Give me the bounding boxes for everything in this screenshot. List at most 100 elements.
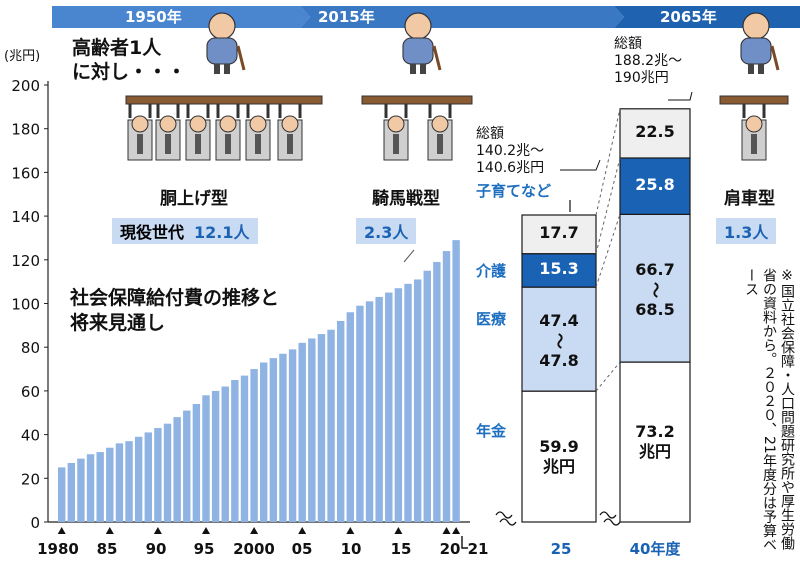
- history-bar: [231, 379, 239, 522]
- forecast-segment-label: 22.5: [635, 122, 675, 142]
- worker-figure-icon: [245, 104, 271, 161]
- worker-figure-icon: [155, 104, 181, 161]
- history-bar: [317, 334, 326, 522]
- total-25-line-2: 140.6兆円: [476, 160, 545, 176]
- history-bar: [394, 288, 403, 522]
- y-tick-label: 20: [21, 470, 40, 488]
- worker-head: [159, 115, 177, 133]
- lead-line-1: 高齢者1人: [72, 37, 162, 59]
- history-bar: [134, 436, 143, 522]
- forecast-segment: [619, 157, 691, 215]
- cane: [236, 45, 246, 71]
- x-tick-label: 10: [341, 540, 362, 558]
- ratio-2015-badge: 2.3人: [356, 218, 417, 244]
- history-bar: [202, 395, 210, 522]
- forecast-segment: [521, 214, 597, 255]
- x-tick-label: 85: [97, 540, 118, 558]
- x-tick-marker: [298, 527, 307, 534]
- x-tick-label: 20: [440, 540, 461, 558]
- worker-head: [745, 115, 763, 133]
- worker-head: [249, 115, 267, 133]
- worker-tie: [195, 134, 201, 154]
- connector-line: [595, 361, 621, 392]
- history-bar: [192, 404, 201, 522]
- total-40-line-2: 190兆円: [614, 70, 669, 86]
- worker-head: [189, 115, 207, 133]
- y-tick-label: 60: [21, 383, 40, 401]
- history-bar: [385, 292, 393, 522]
- total-25-line-1: 140.2兆～: [476, 143, 545, 159]
- pension-label: 年金: [476, 422, 507, 440]
- connector-line: [595, 157, 621, 254]
- medical-label: 医療: [476, 310, 507, 328]
- x-tick-label: 90: [146, 540, 167, 558]
- elderly-body: [402, 37, 434, 65]
- y-tick-label: 120: [11, 252, 40, 270]
- forecast-segment-label: 15.3: [539, 259, 579, 279]
- history-bar: [269, 358, 278, 522]
- history-bar: [346, 312, 354, 522]
- connector-line: [595, 108, 621, 216]
- forecast-segment-label: 59.9 兆円: [539, 436, 579, 476]
- worker-head: [387, 115, 405, 133]
- y-tick-label: 200: [11, 77, 40, 95]
- connector-line: [595, 214, 621, 288]
- forecast-segment: [619, 213, 691, 363]
- history-bar: [365, 301, 374, 522]
- history-bar: [86, 454, 95, 522]
- axis-break: [599, 511, 621, 526]
- type-2015: 騎馬戦型: [372, 189, 440, 209]
- x-tick-label: 2000: [233, 540, 275, 558]
- elderly-leg: [410, 64, 416, 74]
- worker-figure-icon: [741, 104, 767, 161]
- elderly-person-icon: [402, 12, 442, 74]
- elderly-head: [208, 12, 236, 40]
- worker-head: [131, 115, 149, 133]
- x-tick-connector: [461, 536, 468, 549]
- chart-title-line-2: 将来見通し: [70, 312, 166, 334]
- history-bar: [144, 432, 152, 522]
- era-timeline: [52, 6, 800, 28]
- elderly-leg: [224, 64, 230, 74]
- history-bar: [260, 362, 268, 522]
- y-tick-label: 160: [11, 164, 40, 182]
- history-bar: [173, 417, 181, 522]
- worker-head: [281, 115, 299, 133]
- history-bar: [240, 375, 249, 522]
- worker-tie: [287, 134, 293, 154]
- x-tick-label: 40年度: [630, 540, 682, 558]
- x-tick-label: 95: [194, 540, 215, 558]
- history-bar: [250, 369, 258, 522]
- x-tick-marker: [105, 527, 114, 534]
- history-bar: [404, 283, 412, 522]
- child-label: 子育てなど: [476, 182, 552, 200]
- platform-plank: [361, 95, 473, 105]
- history-bar: [423, 270, 431, 522]
- history-bar: [308, 338, 316, 522]
- history-bar: [183, 410, 191, 522]
- forecast-segment-label: 73.2 兆円: [635, 422, 675, 462]
- forecast-segment-label: 25.8: [635, 175, 675, 195]
- worker-head: [431, 115, 449, 133]
- history-bar: [221, 386, 229, 522]
- y-tick-label: 40: [21, 427, 40, 445]
- history-bar: [279, 353, 287, 522]
- worker-figure-icon: [127, 104, 153, 161]
- ratio-1950: 12.1人: [194, 223, 250, 242]
- x-tick-marker: [250, 527, 259, 534]
- history-bar: [452, 240, 460, 522]
- era-2015: 2015年: [318, 8, 375, 26]
- working-gen-label: 現役世代: [120, 223, 185, 242]
- history-bar: [154, 428, 162, 522]
- cane: [770, 45, 780, 71]
- platform-plank: [719, 95, 789, 105]
- history-bar: [77, 458, 85, 522]
- forecast-segment-label: 47.4 ～ 47.8: [539, 311, 579, 371]
- history-bar: [163, 423, 172, 522]
- x-tick-label: 05: [292, 540, 313, 558]
- elderly-head: [404, 12, 432, 40]
- elderly-leg: [420, 64, 426, 74]
- ratio-2065: 1.3人: [724, 223, 769, 242]
- ratio-2015: 2.3人: [364, 223, 409, 242]
- era-2065: 2065年: [660, 8, 717, 26]
